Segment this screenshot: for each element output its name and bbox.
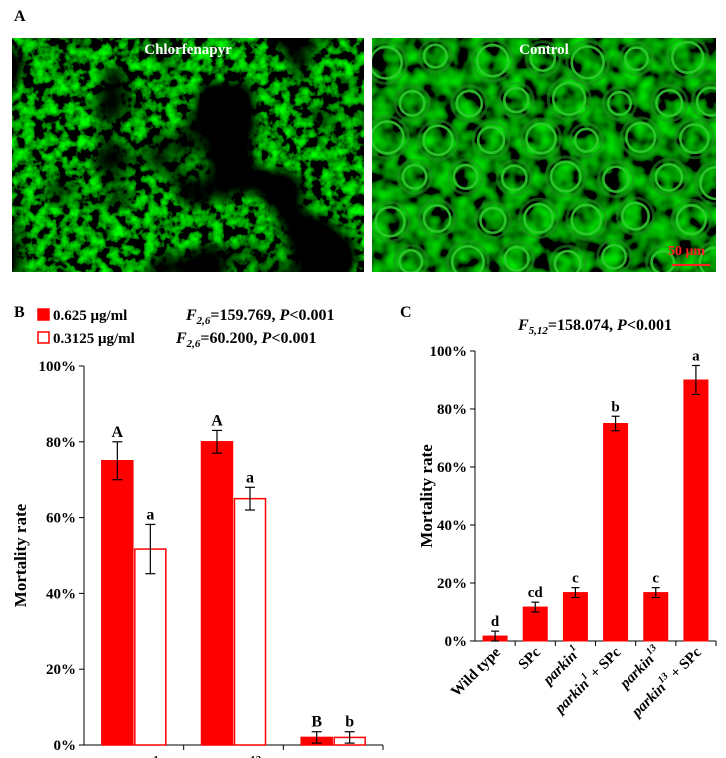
legend-swatch: [37, 331, 50, 344]
y-tick-label: 100%: [39, 359, 77, 375]
legend-swatch: [37, 308, 50, 321]
x-tick-label: SPc: [516, 644, 545, 673]
stat-label: F2,6=60.200, P<0.001: [175, 330, 316, 350]
micrograph-control: Control 50 μm: [372, 38, 716, 272]
bar: [233, 497, 267, 746]
y-tick-label: 20%: [46, 662, 76, 678]
bar: [522, 606, 548, 642]
significance-letter: b: [345, 714, 354, 731]
y-tick-label: 0%: [54, 738, 77, 754]
y-tick-label: 80%: [46, 435, 76, 451]
micrograph-chlorfenapyr: Chlorfenapyr: [12, 38, 364, 272]
y-tick-label: 0%: [445, 634, 468, 650]
micrograph-chlorfenapyr-image: [12, 38, 364, 272]
bar: [683, 379, 709, 642]
bar: [200, 441, 234, 746]
bar: [134, 548, 167, 746]
legend-label: 0.625 μg/ml: [53, 308, 127, 324]
y-tick-label: 60%: [46, 511, 76, 527]
stat-label: F2,6=159.769, P<0.001: [185, 307, 334, 327]
legend-label: 0.3125 μg/ml: [53, 331, 135, 347]
significance-letter: b: [611, 399, 619, 415]
chart-b: 0.625 μg/ml F2,6=159.769, P<0.001 0.3125 μ…: [11, 307, 384, 758]
control-cells: [372, 38, 716, 272]
significance-letter: A: [112, 424, 124, 441]
panel-c-letter: C: [400, 304, 412, 321]
y-tick-label: 20%: [437, 576, 467, 592]
significance-letter: c: [572, 571, 579, 587]
y-axis-label: Mortality rate: [11, 503, 30, 607]
significance-letter: A: [211, 412, 223, 429]
significance-letter: a: [146, 506, 154, 523]
y-tick-label: 60%: [437, 460, 467, 476]
panel-a-letter: A: [14, 8, 26, 25]
bar: [562, 592, 588, 642]
x-tick-label: parkin13: [204, 754, 261, 758]
micrograph-control-image: [372, 38, 716, 272]
bar: [643, 592, 669, 642]
y-tick-label: 100%: [430, 344, 468, 360]
bar: [101, 460, 134, 746]
scale-bar: [672, 264, 710, 266]
x-tick-label: Wild type: [448, 644, 504, 700]
x-tick-label: parkin1: [107, 754, 158, 758]
y-axis-label: Mortality rate: [417, 444, 436, 548]
scale-bar-label: 50 μm: [668, 244, 706, 259]
significance-letter: B: [311, 714, 322, 731]
significance-letter: cd: [528, 585, 544, 601]
stat-label: F5,12=158.074, P<0.001: [517, 317, 672, 337]
bar: [603, 423, 629, 642]
chlorfenapyr-label: Chlorfenapyr: [144, 42, 232, 58]
y-tick-label: 80%: [437, 402, 467, 418]
control-label: Control: [519, 42, 569, 58]
chart-c: F5,12=158.074, P<0.001 0% 20% 40% 60% 80% 100%…: [417, 317, 717, 722]
x-tick-label: parkin1 + SPc: [549, 642, 625, 718]
y-tick-label: 40%: [437, 518, 467, 534]
significance-letter: c: [652, 571, 659, 587]
significance-letter: a: [692, 349, 700, 365]
significance-letter: a: [246, 469, 254, 486]
y-tick-label: 40%: [46, 586, 76, 602]
panel-b-letter: B: [14, 304, 25, 321]
significance-letter: d: [491, 614, 500, 630]
